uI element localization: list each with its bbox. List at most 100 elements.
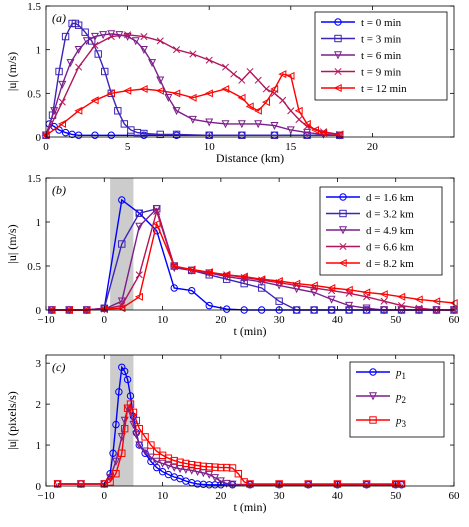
data-point [156,130,164,139]
data-point [75,63,83,71]
data-point [123,375,132,384]
data-point [193,480,202,488]
data-point [141,447,150,456]
data-point [111,457,120,466]
data-point [294,106,303,115]
panel-label: (c) [52,360,65,374]
series-line [45,73,340,136]
x-tick-label: 15 [285,141,297,153]
data-point [187,466,196,475]
data-point [141,433,149,441]
data-point [295,115,303,124]
data-point [397,292,406,301]
data-point [107,33,115,41]
data-point [222,479,231,488]
data-point [50,107,59,116]
data-point [333,480,342,488]
series-5 [41,70,344,140]
data-point [362,480,371,488]
series-line [45,22,340,137]
y-tick-label: 0.5 [27,261,41,273]
series-line [48,123,340,137]
data-point [270,131,279,139]
data-point [327,295,336,304]
data-point [148,59,157,68]
legend-marker [333,83,342,93]
data-point [152,205,161,214]
data-point [155,86,164,95]
y-axis-label: |u| (m/s) [5,52,19,91]
data-point [189,50,197,58]
data-point [211,463,219,471]
legend-label: d = 1.6 km [366,192,414,204]
data-point [170,456,178,465]
data-point [205,301,213,310]
data-point [126,400,135,408]
data-point [106,474,115,483]
data-point [205,131,213,139]
legend-marker [339,193,347,201]
data-point [205,56,213,64]
x-tick-label: 60 [449,490,461,502]
legend-label: p3 [395,415,407,429]
y-tick-label: 1.5 [27,1,41,13]
data-point [74,106,83,115]
data-point [135,222,144,231]
y-tick-label: 2 [36,399,42,411]
data-point [61,128,70,137]
legend-marker [334,18,342,26]
x-axis-label: t (min) [234,324,267,338]
data-point [246,480,254,488]
data-point [262,85,270,93]
legend-marker [334,67,342,76]
data-point [153,447,161,455]
legend-marker [369,416,377,424]
data-point [254,76,262,84]
data-point [217,463,225,472]
data-point [55,67,63,76]
data-point [270,84,279,93]
data-point [286,126,295,135]
data-point [397,480,406,488]
legend-entry: t = 3 min [321,34,402,46]
data-point [120,424,129,433]
data-point [279,96,287,104]
x-tick-label: 50 [390,490,402,502]
data-point [164,94,173,103]
y-tick-label: 3 [36,358,42,370]
data-point [74,131,83,139]
data-point [246,67,254,76]
data-point [303,128,312,137]
data-point [66,59,75,68]
legend-label: d = 4.9 km [366,225,414,237]
x-tick-label: 0 [102,314,108,326]
data-point [199,462,208,471]
data-point [106,89,115,98]
data-point [182,459,190,468]
data-point [173,46,181,54]
series-line [45,34,340,136]
data-point [107,131,115,139]
data-point [170,463,179,472]
y-tick-label: 1 [36,45,42,57]
legend-entry: t = 12 min [321,83,407,95]
x-tick-label: −10 [37,490,55,502]
data-point [240,478,248,486]
data-point [193,461,202,470]
data-point [414,295,423,304]
data-point [211,474,220,483]
data-point [274,276,283,285]
data-point [345,289,353,297]
legend-entry: p2 [356,391,406,405]
data-point [204,268,213,277]
data-point [140,33,148,41]
data-point [287,107,295,115]
data-point [58,119,67,128]
data-point [135,424,143,433]
data-point [262,98,271,107]
legend-label: t = 0 min [361,17,402,29]
data-point [221,120,230,129]
data-point [106,478,114,486]
data-point [254,120,263,129]
